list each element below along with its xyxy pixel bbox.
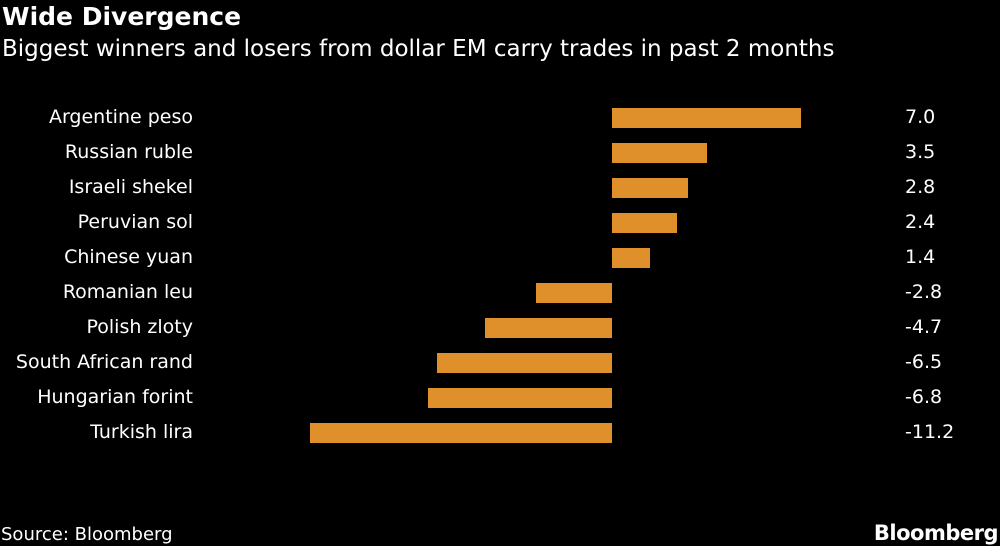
bar-row: Hungarian forint -6.8 [0,384,1000,419]
category-label: Romanian leu [62,281,193,303]
value-label: -6.8 [905,386,943,408]
category-label: Israeli shekel [68,176,193,198]
chart-title: Wide Divergence [2,2,242,31]
category-label: Chinese yuan [64,246,193,268]
bar [612,143,707,163]
bar-row: Romanian leu -2.8 [0,279,1000,314]
bar-row: Chinese yuan 1.4 [0,244,1000,279]
value-label: -2.8 [905,281,943,303]
bar-row: Israeli shekel 2.8 [0,174,1000,209]
category-label: Polish zloty [86,316,193,338]
bar [612,178,688,198]
category-label: Peruvian sol [77,211,193,233]
value-label: 7.0 [905,106,936,128]
bar [485,318,612,338]
bar [612,213,677,233]
chart-subtitle: Biggest winners and losers from dollar E… [2,36,835,62]
category-label: Turkish lira [90,421,193,443]
bar [428,388,612,408]
value-label: 3.5 [905,141,936,163]
source-note: Source: Bloomberg [1,524,173,545]
value-label: 2.4 [905,211,936,233]
bar-row: Peruvian sol 2.4 [0,209,1000,244]
bloomberg-logo: Bloomberg [873,521,999,545]
bar [309,423,612,443]
category-label: Argentine peso [48,106,193,128]
category-label: Hungarian forint [37,386,193,408]
bar [536,283,612,303]
value-label: 2.8 [905,176,936,198]
value-label: -11.2 [905,421,955,443]
bar-row: Turkish lira -11.2 [0,419,1000,454]
value-label: -4.7 [905,316,943,338]
bar [612,248,650,268]
value-label: -6.5 [905,351,943,373]
value-label: 1.4 [905,246,936,268]
category-label: South African rand [15,351,193,373]
bar-row: South African rand -6.5 [0,349,1000,384]
bar [612,108,801,128]
bar-row: Russian ruble 3.5 [0,139,1000,174]
category-label: Russian ruble [64,141,193,163]
bar-row: Polish zloty -4.7 [0,314,1000,349]
bar-row: Argentine peso 7.0 [0,104,1000,139]
bar [436,353,612,373]
